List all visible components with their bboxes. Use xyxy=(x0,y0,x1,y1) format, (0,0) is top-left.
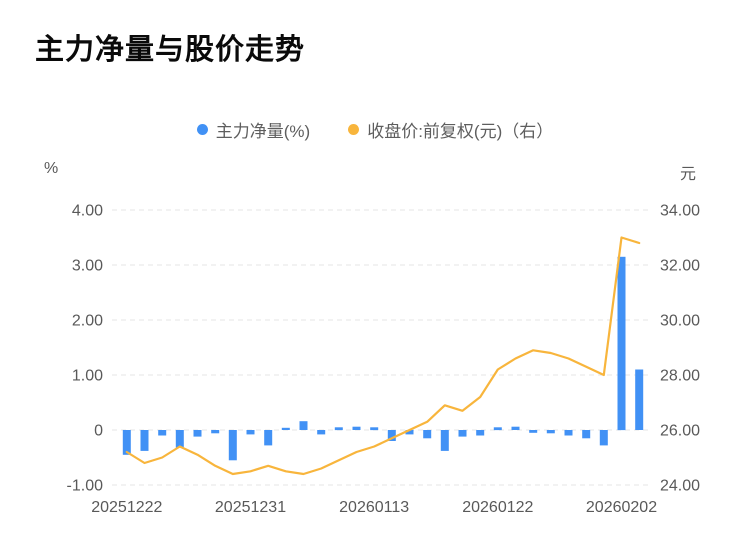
svg-text:28.00: 28.00 xyxy=(660,368,700,385)
legend-dot-yellow-icon xyxy=(348,124,360,135)
legend-item-close-price[interactable]: 收盘价:前复权(元)（右） xyxy=(348,117,553,142)
gridlines xyxy=(112,209,652,486)
svg-text:20260202: 20260202 xyxy=(586,499,657,516)
bar xyxy=(493,427,502,431)
svg-text:4.00: 4.00 xyxy=(72,203,103,220)
bar xyxy=(458,430,467,437)
svg-text:20260113: 20260113 xyxy=(339,499,409,516)
bar-series-main-net-volume xyxy=(122,256,644,461)
price-line xyxy=(125,236,641,476)
bar xyxy=(635,369,644,430)
legend-dot-blue-icon xyxy=(196,124,208,135)
bar xyxy=(122,430,131,455)
right-axis-unit: 元 xyxy=(680,166,697,183)
bar xyxy=(476,430,485,436)
bar xyxy=(228,430,237,461)
bar xyxy=(264,430,273,446)
svg-text:0: 0 xyxy=(94,423,103,440)
bar xyxy=(140,430,149,451)
bar xyxy=(405,430,414,435)
bar xyxy=(511,426,520,430)
bar xyxy=(281,427,290,430)
bar xyxy=(334,427,343,431)
svg-text:32.00: 32.00 xyxy=(660,258,700,275)
bar xyxy=(370,427,379,431)
bar xyxy=(564,430,573,436)
legend-item-main-net-volume[interactable]: 主力净量(%) xyxy=(196,117,311,142)
svg-text:3.00: 3.00 xyxy=(72,258,103,275)
svg-text:24.00: 24.00 xyxy=(660,478,700,495)
left-axis-labels: 4.00 3.00 2.00 1.00 0 -1.00 xyxy=(67,203,104,495)
legend-label-main-net-volume: 主力净量(%) xyxy=(215,122,311,141)
right-axis-labels: 34.00 32.00 30.00 28.00 26.00 24.00 xyxy=(660,203,700,495)
svg-text:20251231: 20251231 xyxy=(215,499,286,516)
bar xyxy=(440,430,449,451)
bar xyxy=(599,430,608,446)
bar xyxy=(175,430,184,448)
svg-text:30.00: 30.00 xyxy=(660,313,700,330)
bar xyxy=(387,430,396,441)
x-axis-labels: 20251222 20251231 20260113 20260122 20260202 xyxy=(91,499,657,516)
bar xyxy=(617,256,626,431)
svg-text:20251222: 20251222 xyxy=(91,499,162,516)
svg-text:2.00: 2.00 xyxy=(72,313,103,330)
bar xyxy=(211,430,220,434)
bar xyxy=(352,426,361,430)
bar xyxy=(158,430,167,436)
svg-text:26.00: 26.00 xyxy=(660,423,700,440)
svg-text:1.00: 1.00 xyxy=(72,368,103,385)
svg-text:-1.00: -1.00 xyxy=(67,478,104,495)
bar xyxy=(299,421,308,430)
legend-label-close-price: 收盘价:前复权(元)（右） xyxy=(367,122,554,141)
bar xyxy=(317,430,326,435)
bar xyxy=(423,430,432,439)
chart-legend: 主力净量(%) 收盘价:前复权(元)（右） xyxy=(0,117,750,142)
bar xyxy=(546,430,555,434)
bar xyxy=(582,430,591,439)
svg-text:20260122: 20260122 xyxy=(462,499,533,516)
bar xyxy=(193,430,202,437)
page-title: 主力净量与股价走势 xyxy=(35,34,306,66)
left-axis-unit: % xyxy=(44,160,59,177)
svg-text:34.00: 34.00 xyxy=(660,203,700,220)
bar xyxy=(529,430,538,433)
bar xyxy=(246,430,255,435)
